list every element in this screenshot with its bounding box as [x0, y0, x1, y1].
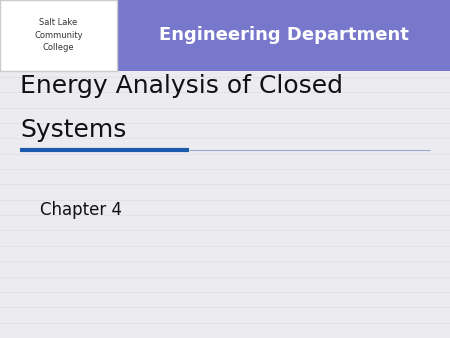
Text: Energy Analysis of Closed: Energy Analysis of Closed	[20, 74, 343, 98]
Text: Salt Lake
Community
College: Salt Lake Community College	[34, 19, 83, 52]
Text: Engineering Department: Engineering Department	[158, 26, 409, 45]
Bar	[0, 0, 450, 71]
Bar	[0, 0, 117, 71]
Text: Systems: Systems	[20, 118, 126, 142]
Text: Chapter 4: Chapter 4	[40, 200, 122, 219]
